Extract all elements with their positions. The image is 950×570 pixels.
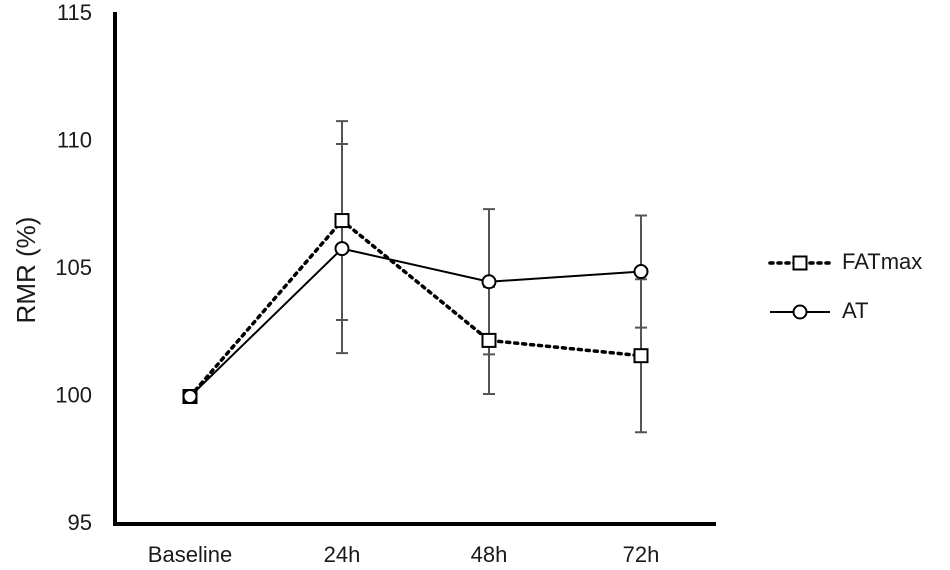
data-point bbox=[182, 389, 198, 404]
data-point bbox=[481, 274, 497, 290]
data-point bbox=[633, 264, 649, 280]
y-tick-label: 115 bbox=[57, 0, 92, 25]
y-tick-label: 105 bbox=[55, 255, 92, 280]
y-axis-label: RMR (%) bbox=[11, 217, 41, 324]
data-point bbox=[633, 348, 649, 364]
y-tick-label: 95 bbox=[68, 510, 92, 535]
x-tick-label: 24h bbox=[324, 542, 361, 567]
data-point bbox=[334, 241, 350, 257]
y-tick-label: 100 bbox=[55, 382, 92, 407]
legend-label: FATmax bbox=[842, 249, 922, 274]
series-line bbox=[189, 247, 642, 398]
data-point bbox=[481, 332, 497, 348]
legend-label: AT bbox=[842, 298, 868, 323]
legend-marker bbox=[792, 304, 808, 320]
legend-marker bbox=[792, 255, 808, 271]
series-line bbox=[188, 218, 643, 399]
data-point bbox=[334, 213, 350, 229]
y-tick-label: 110 bbox=[57, 127, 92, 152]
x-tick-label: 48h bbox=[471, 542, 508, 567]
x-tick-label: 72h bbox=[623, 542, 660, 567]
x-tick-label: Baseline bbox=[148, 542, 232, 567]
